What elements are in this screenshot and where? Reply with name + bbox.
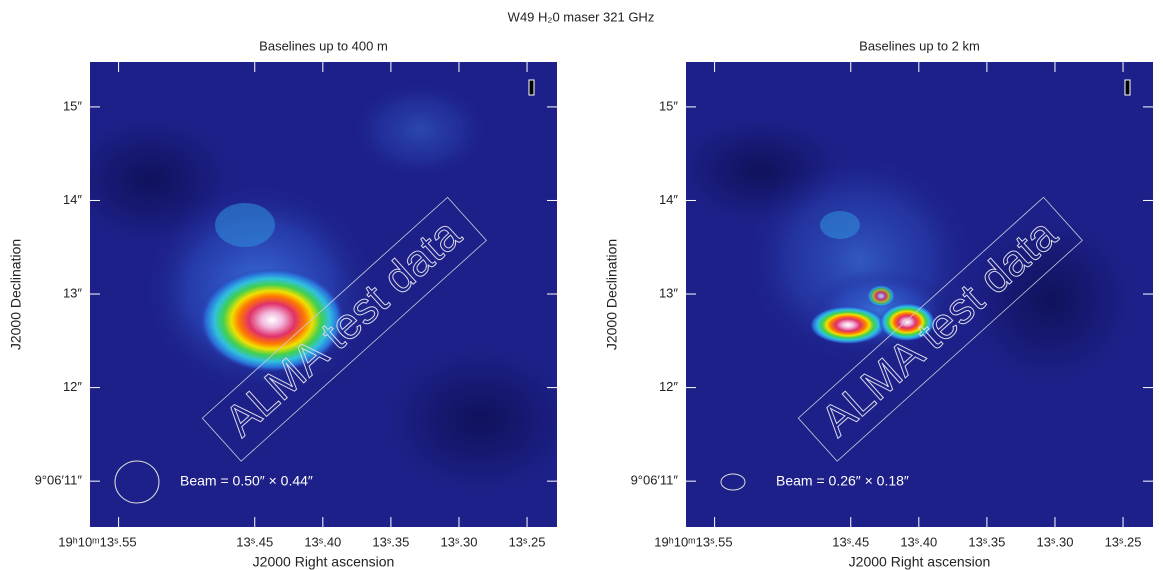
- x-tick-label: 13ˢ.40: [900, 534, 937, 549]
- figure-title: W49 H₂0 maser 321 GHz: [508, 9, 655, 24]
- y-tick-label: 13″: [63, 285, 82, 300]
- watermark-box: [797, 196, 1083, 462]
- beam-annotation: Beam = 0.26″ × 0.18″: [776, 473, 909, 489]
- watermark-box: [201, 196, 487, 462]
- y-tick-label: 9°06′11″: [631, 473, 679, 488]
- panel-title: Baselines up to 400 m: [259, 38, 388, 53]
- x-axis-label: J2000 Right ascension: [849, 554, 991, 570]
- x-tick-label: 13ˢ.35: [372, 534, 409, 549]
- y-tick-label: 14″: [63, 192, 82, 207]
- y-tick-label: 14″: [659, 192, 678, 207]
- x-tick-label: 13ˢ.45: [236, 534, 273, 549]
- y-tick-label: 9°06′11″: [35, 473, 83, 488]
- x-tick-label: 13ˢ.25: [509, 534, 546, 549]
- panel-title: Baselines up to 2 km: [859, 38, 980, 53]
- y-tick-label: 15″: [63, 98, 82, 113]
- x-axis-label: J2000 Right ascension: [253, 554, 395, 570]
- x-tick-label: 13ˢ.30: [440, 534, 477, 549]
- y-tick-label: 12″: [63, 379, 82, 394]
- x-tick-label: 13ˢ.35: [968, 534, 1005, 549]
- y-tick-label: 15″: [659, 98, 678, 113]
- x-tick-label: 13ˢ.45: [832, 534, 869, 549]
- x-tick-label: 13ˢ.40: [304, 534, 341, 549]
- y-tick-label: 13″: [659, 285, 678, 300]
- beam-annotation: Beam = 0.50″ × 0.44″: [180, 473, 313, 489]
- x-tick-label: 19ʰ10ᵐ13ˢ.55: [654, 534, 732, 549]
- image-panel: [686, 62, 1153, 527]
- image-panel: [90, 62, 557, 527]
- x-tick-label: 13ˢ.30: [1036, 534, 1073, 549]
- x-tick-label: 19ʰ10ᵐ13ˢ.55: [58, 534, 136, 549]
- y-axis-label: J2000 Declination: [8, 239, 24, 350]
- y-tick-label: 12″: [659, 379, 678, 394]
- x-tick-label: 13ˢ.25: [1105, 534, 1142, 549]
- y-axis-label: J2000 Declination: [604, 239, 620, 350]
